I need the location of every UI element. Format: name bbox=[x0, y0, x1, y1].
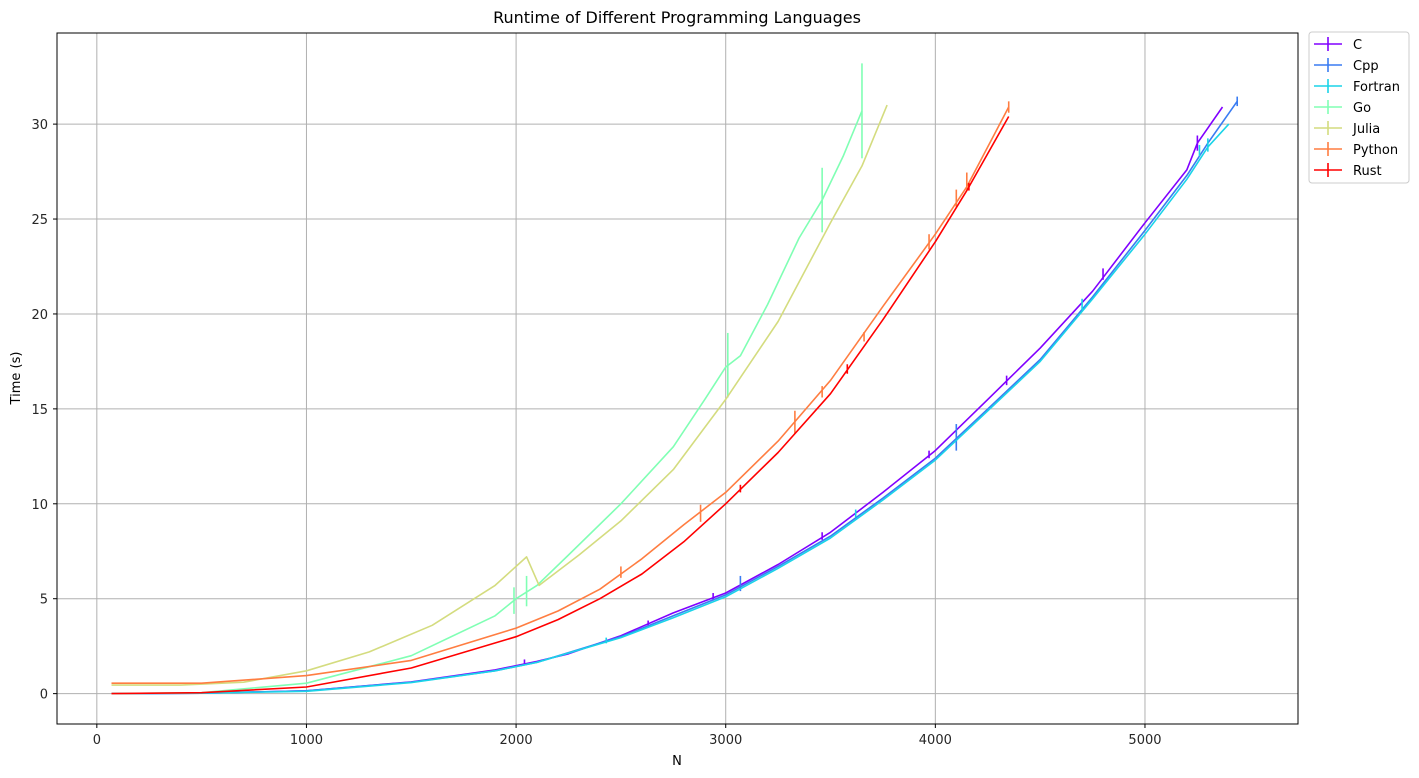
y-axis-label: Time (s) bbox=[9, 352, 24, 406]
legend-item-julia: Julia bbox=[1314, 121, 1380, 137]
axis-ticks: 0 1000 2000 3000 4000 5000 0 5 10 15 20 25 30 bbox=[31, 118, 1161, 748]
x-tick-label: 0 bbox=[93, 733, 101, 748]
legend: C Cpp Fortran Go Julia Python Rust bbox=[1308, 31, 1410, 184]
y-tick-label: 0 bbox=[40, 688, 48, 703]
y-tick-label: 15 bbox=[31, 403, 48, 418]
legend-label: Python bbox=[1353, 143, 1398, 158]
series-line-julia bbox=[111, 104, 888, 686]
legend-item-fortran: Fortran bbox=[1314, 79, 1400, 95]
legend-box bbox=[1308, 31, 1410, 184]
chart-title: Runtime of Different Programming Languag… bbox=[493, 8, 861, 27]
plot-frame bbox=[56, 32, 1299, 725]
series-line-fortran bbox=[111, 123, 1230, 695]
legend-label: Rust bbox=[1353, 164, 1382, 179]
x-axis-label: N bbox=[672, 754, 682, 769]
y-tick-label: 25 bbox=[31, 213, 48, 228]
series-rust bbox=[111, 116, 1010, 695]
legend-item-rust: Rust bbox=[1314, 163, 1382, 179]
series-julia bbox=[111, 104, 888, 686]
legend-label: Julia bbox=[1352, 122, 1380, 137]
series-line-rust bbox=[111, 116, 1010, 695]
legend-item-cpp: Cpp bbox=[1314, 58, 1379, 74]
y-tick-label: 5 bbox=[40, 593, 48, 608]
series-python bbox=[111, 101, 1010, 684]
x-tick-label: 1000 bbox=[290, 733, 323, 748]
series-layer bbox=[111, 63, 1239, 695]
y-tick-label: 20 bbox=[31, 308, 48, 323]
legend-item-c: C bbox=[1314, 37, 1362, 53]
series-line-python bbox=[111, 106, 1010, 684]
legend-label: Cpp bbox=[1353, 59, 1379, 74]
x-tick-label: 5000 bbox=[1128, 733, 1161, 748]
legend-item-go: Go bbox=[1314, 100, 1371, 116]
legend-label: Fortran bbox=[1353, 80, 1400, 95]
x-tick-label: 4000 bbox=[919, 733, 952, 748]
series-line-go bbox=[111, 110, 863, 695]
series-fortran bbox=[111, 123, 1230, 695]
x-tick-label: 2000 bbox=[500, 733, 533, 748]
x-tick-label: 3000 bbox=[709, 733, 742, 748]
y-tick-label: 30 bbox=[31, 118, 48, 133]
series-go bbox=[111, 63, 863, 695]
legend-label: Go bbox=[1353, 101, 1371, 116]
legend-item-python: Python bbox=[1314, 142, 1398, 158]
grid-lines bbox=[57, 33, 1298, 724]
legend-label: C bbox=[1353, 38, 1362, 53]
y-tick-label: 10 bbox=[31, 498, 48, 513]
